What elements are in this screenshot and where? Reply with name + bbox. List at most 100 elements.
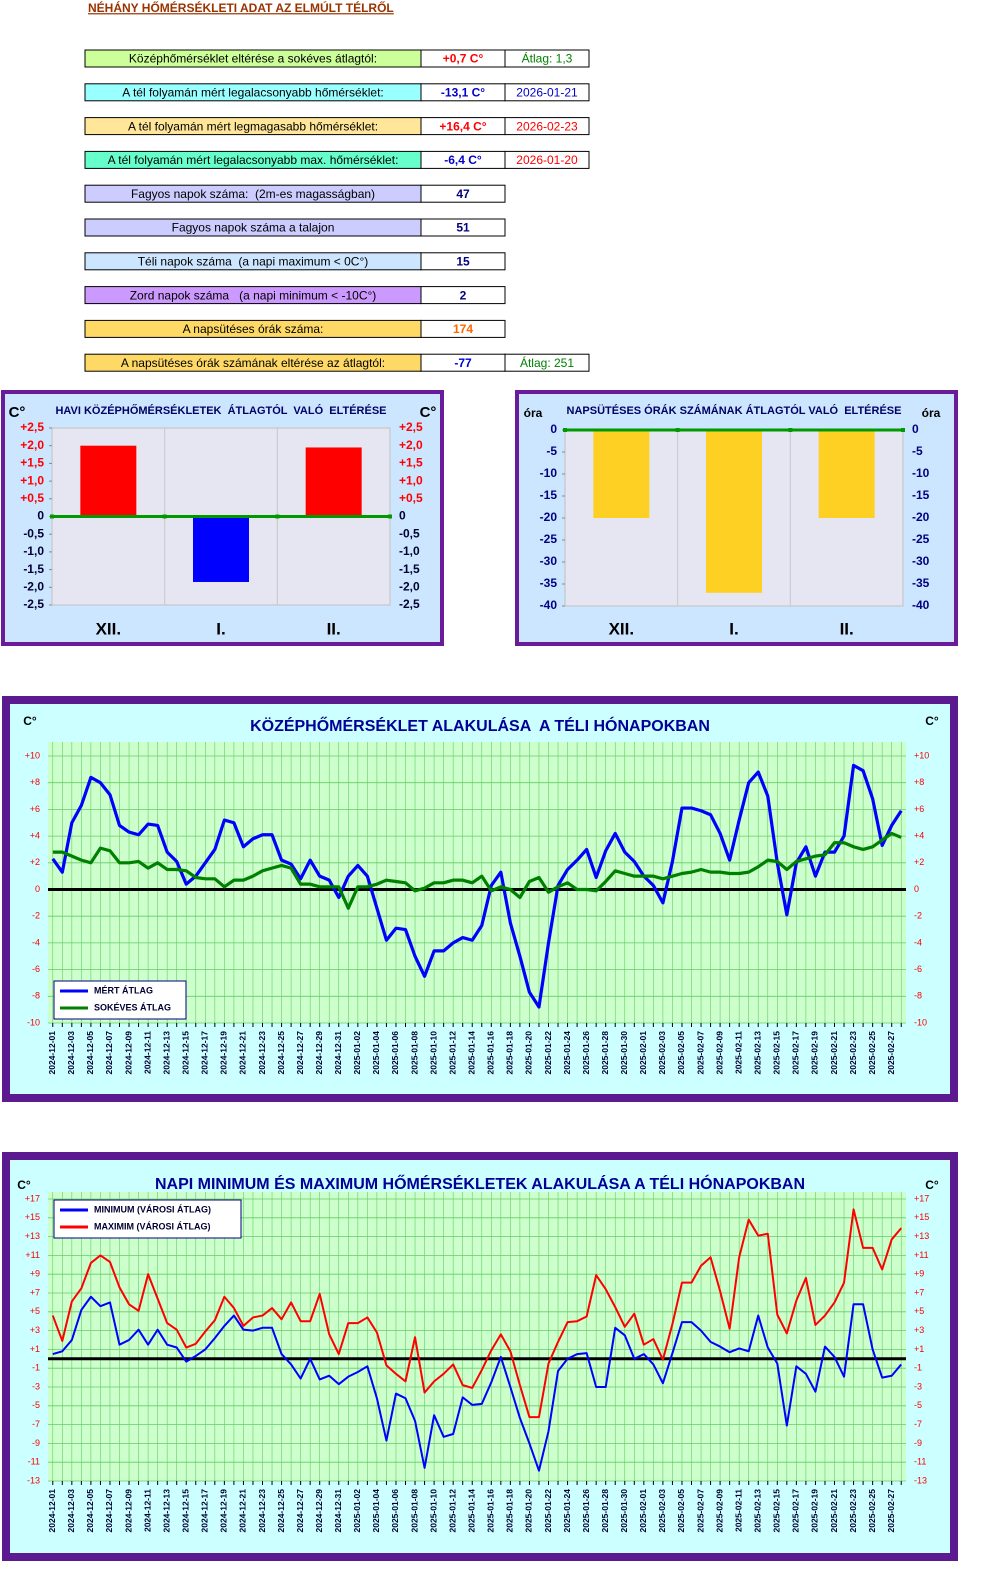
y-tick-label: +0,5	[20, 491, 44, 505]
row-label: A napsütéses órák száma:	[183, 322, 324, 336]
y-tick-label: -35	[540, 576, 558, 590]
x-tick-label: 2025-01-28	[600, 1031, 610, 1075]
chart-title: NAPI MINIMUM ÉS MAXIMUM HŐMÉRSÉKLETEK AL…	[155, 1174, 805, 1193]
x-tick-label: 2025-01-18	[505, 1489, 515, 1533]
y-tick-label: -1,0	[23, 544, 44, 558]
x-tick-label: XII.	[609, 619, 635, 638]
x-tick-label: 2025-01-18	[505, 1031, 515, 1075]
y2-tick-label: +6	[914, 804, 924, 814]
y2-tick-label: +10	[914, 750, 929, 760]
y2-tick-label: +15	[914, 1212, 929, 1222]
x-tick-label: 2024-12-01	[47, 1489, 57, 1533]
x-tick-label: 2025-01-16	[486, 1031, 496, 1075]
y-tick-label: -0,5	[23, 526, 44, 540]
y-tick-label: +7	[30, 1287, 40, 1297]
x-tick-label: 2025-02-17	[791, 1489, 801, 1533]
x-tick-label: 2025-02-17	[791, 1031, 801, 1075]
y2-tick-label: +11	[914, 1250, 929, 1260]
baseline-marker	[675, 428, 680, 432]
row-label: Zord napok száma (a napi minimum < -10C°…	[130, 288, 377, 302]
baseline-marker	[50, 514, 54, 519]
value-cell	[420, 319, 506, 338]
y-tick-label: +1	[30, 1344, 40, 1354]
y-tick-label: -2,5	[23, 597, 44, 611]
bar	[818, 430, 875, 518]
baseline-marker	[788, 428, 793, 432]
y2-tick-label: -40	[912, 598, 930, 612]
y-tick-label: -20	[540, 510, 558, 524]
y-axis-label: C°	[925, 1178, 939, 1192]
y2-tick-label: -6	[914, 964, 922, 974]
y-tick-label: -8	[32, 991, 40, 1001]
y2-tick-label: -1,5	[399, 562, 420, 576]
x-tick-label: 2024-12-07	[104, 1031, 114, 1075]
x-tick-label: 2025-01-22	[543, 1031, 553, 1075]
x-tick-label: 2025-02-25	[867, 1031, 877, 1075]
y2-tick-label: -20	[912, 510, 930, 524]
x-tick-label: 2024-12-03	[66, 1489, 76, 1533]
x-tick-label: 2025-02-21	[829, 1489, 839, 1533]
plot-area	[48, 742, 906, 1023]
x-tick-label: 2024-12-25	[276, 1489, 286, 1533]
y2-tick-label: -7	[914, 1419, 922, 1429]
y2-tick-label: -1,0	[399, 544, 420, 558]
x-tick-label: 2024-12-19	[219, 1489, 229, 1533]
row-value: 15	[456, 254, 470, 268]
row-value: 174	[453, 322, 473, 336]
x-tick-label: 2024-12-17	[200, 1031, 210, 1075]
legend-label: SOKÉVES ÁTLAG	[94, 1002, 171, 1012]
y2-tick-label: -3	[914, 1381, 922, 1391]
row-extra: Átlag: 251	[520, 355, 574, 370]
x-tick-label: I.	[216, 619, 225, 638]
series-line	[51, 1208, 902, 1419]
y-tick-label: -6	[32, 964, 40, 974]
y-tick-label: 0	[550, 422, 557, 436]
y-axis-label: C°	[17, 1178, 31, 1192]
y2-tick-label: +2,0	[399, 438, 423, 452]
x-tick-label: 2024-12-21	[238, 1489, 248, 1533]
y2-tick-label: -5	[914, 1400, 922, 1410]
x-tick-label: 2025-01-08	[409, 1031, 419, 1075]
baseline-marker	[162, 514, 167, 519]
y2-tick-label: +1,0	[399, 473, 423, 487]
y-tick-label: -5	[32, 1400, 40, 1410]
x-tick-label: 2025-02-25	[867, 1489, 877, 1533]
legend-label: MAXIMIM (VÁROSI ÁTLAG)	[94, 1221, 211, 1231]
y-axis-label: óra	[922, 406, 941, 420]
y2-tick-label: +5	[914, 1306, 924, 1316]
x-tick-label: 2025-02-15	[772, 1489, 782, 1533]
page-title: NÉHÁNY HŐMÉRSÉKLETI ADAT AZ ELMÚLT TÉLRŐ…	[88, 0, 394, 15]
x-tick-label: 2024-12-11	[142, 1489, 152, 1532]
y2-tick-label: +0,5	[399, 491, 423, 505]
y2-tick-label: +2,5	[399, 420, 423, 434]
y-tick-label: +1,5	[20, 456, 44, 470]
y-tick-label: -7	[32, 1419, 40, 1429]
x-tick-label: 2025-01-16	[486, 1489, 496, 1533]
y2-tick-label: -25	[912, 532, 930, 546]
y2-tick-label: -1	[914, 1363, 922, 1373]
y2-tick-label: 0	[399, 509, 406, 523]
x-tick-label: 2025-01-10	[428, 1489, 438, 1533]
y-tick-label: -2,0	[23, 579, 44, 593]
y2-tick-label: +1,5	[399, 456, 423, 470]
x-tick-label: 2024-12-21	[238, 1031, 248, 1075]
y-tick-label: +6	[30, 804, 40, 814]
bar	[305, 447, 362, 517]
x-tick-label: 2025-01-22	[543, 1489, 553, 1533]
x-tick-label: 2024-12-31	[333, 1489, 343, 1533]
y2-tick-label: -2,5	[399, 597, 420, 611]
x-tick-label: 2025-02-27	[886, 1031, 896, 1075]
x-tick-label: 2024-12-09	[123, 1031, 133, 1075]
x-tick-label: 2025-02-23	[848, 1031, 858, 1075]
y2-tick-label: +17	[914, 1193, 929, 1203]
y2-tick-label: -10	[912, 466, 930, 480]
y-tick-label: -10	[540, 466, 558, 480]
x-tick-label: 2025-01-26	[581, 1031, 591, 1075]
y2-tick-label: +9	[914, 1269, 924, 1279]
y2-tick-label: +3	[914, 1325, 924, 1335]
row-value: 51	[456, 221, 470, 235]
legend-label: MÉRT ÁTLAG	[94, 985, 153, 995]
y-tick-label: -2	[32, 911, 40, 921]
